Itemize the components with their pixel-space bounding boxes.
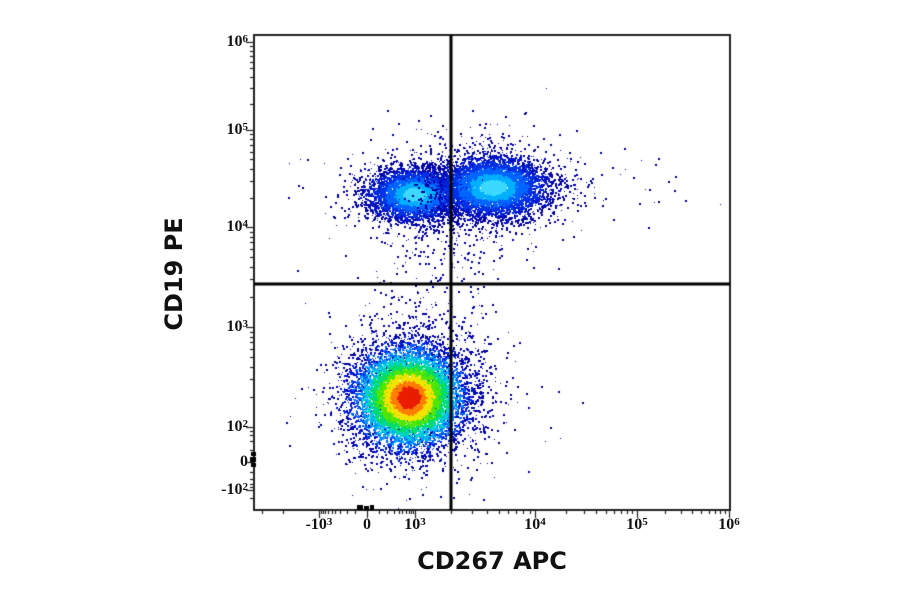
y-tick-label: 106 <box>226 33 249 50</box>
x-tick-label: -103 <box>305 516 333 533</box>
y-tick-label: 104 <box>226 218 249 235</box>
x-tick-label: 103 <box>404 516 426 533</box>
x-axis-title: CD267 APC <box>417 547 567 575</box>
y-tick-label: 105 <box>226 121 249 138</box>
y-tick-label: 103 <box>226 318 249 335</box>
x-tick-label: 104 <box>524 516 546 533</box>
y-tick-label: 102 <box>226 418 249 435</box>
x-tick-label: 0 <box>363 516 371 533</box>
y-tick-label: 0 <box>240 453 248 470</box>
x-tick-label: 106 <box>718 516 740 533</box>
y-axis-title: CD19 PE <box>160 217 188 331</box>
x-tick-label: 105 <box>626 516 648 533</box>
y-tick-label: -102 <box>221 481 248 498</box>
